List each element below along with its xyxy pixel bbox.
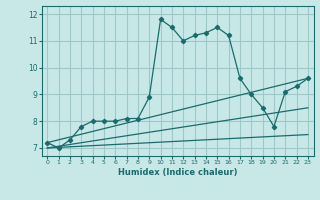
X-axis label: Humidex (Indice chaleur): Humidex (Indice chaleur) [118,168,237,177]
